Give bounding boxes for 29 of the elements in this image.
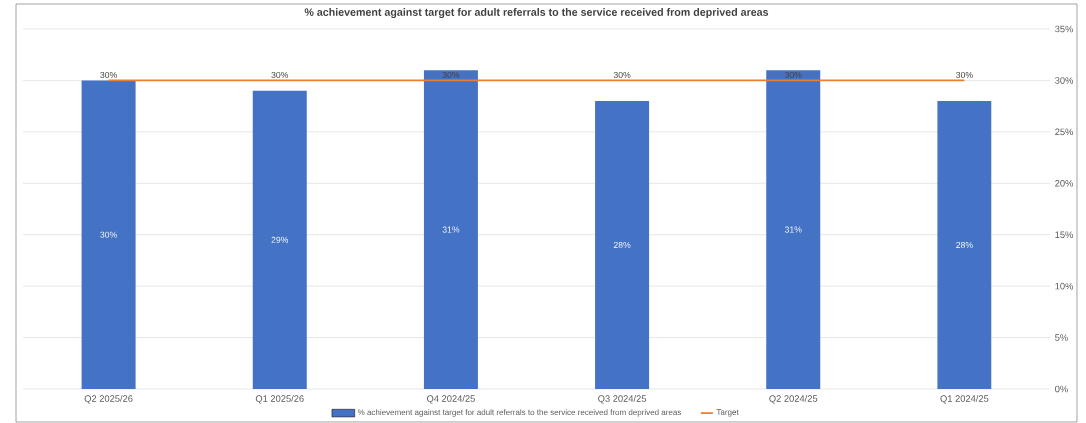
y-tick-label: 15% [1055,231,1074,238]
data-label: 31% [784,226,802,233]
y-tick-label: 35% [1055,25,1074,33]
y-tick-label: 5% [1055,334,1068,341]
data-label: 30% [271,71,289,79]
x-tick-label: Q1 2025/26 [255,395,304,404]
chart-title: % achievement against target for adult referrals to the service received from deprived areas [304,8,769,19]
data-label: 31% [442,226,460,233]
x-tick-label: Q2 2024/25 [769,395,818,404]
legend-label: Target [716,409,739,417]
data-label: 30% [784,71,802,79]
y-tick-label: 25% [1055,128,1074,136]
y-tick-label: 20% [1055,179,1074,187]
data-label: 29% [271,236,289,243]
x-tick-label: Q3 2024/25 [598,395,647,404]
data-label: 30% [956,71,973,79]
data-label: 28% [613,241,631,249]
data-label: 30% [100,71,117,79]
data-label: 30% [100,231,117,238]
x-tick-label: Q4 2024/25 [426,395,475,404]
data-label: 28% [956,241,973,249]
y-tick-label: 10% [1055,282,1074,290]
y-tick-label: 0% [1055,385,1068,393]
data-label: 30% [442,71,460,79]
data-label: 30% [613,71,631,79]
x-tick-label: Q2 2025/26 [84,395,133,404]
y-tick-label: 30% [1055,77,1074,84]
x-tick-label: Q1 2024/25 [940,395,989,404]
legend-label: % achievement against target for adult referrals to the service received from deprived areas [357,409,682,417]
